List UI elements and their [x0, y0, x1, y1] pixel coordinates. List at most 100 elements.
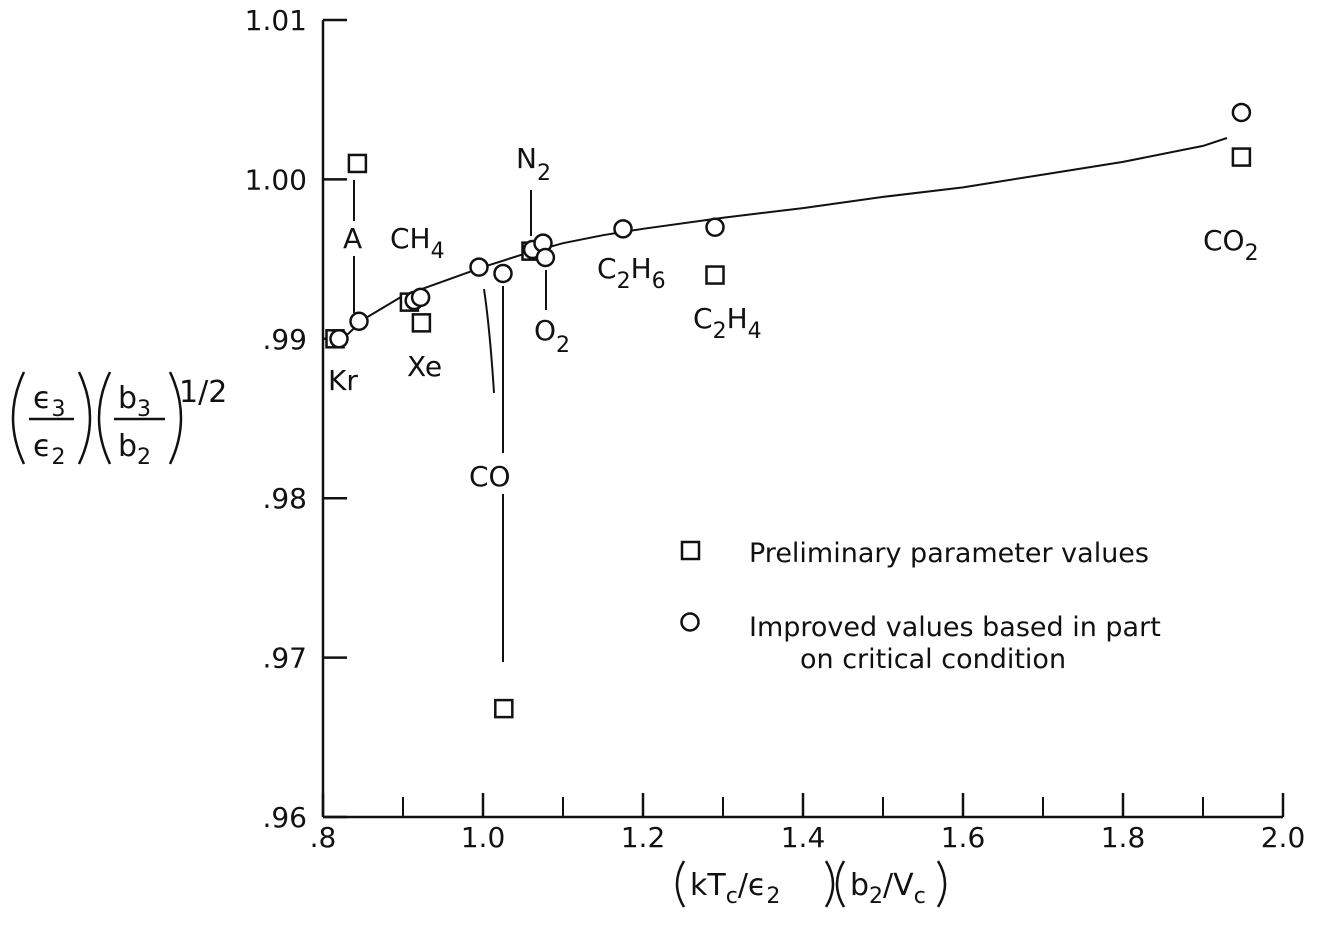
label-N2-main: N: [516, 142, 537, 175]
x-axis-label: kTc/ϵ2 b2/Vc: [675, 860, 947, 909]
circle-point-co: [493, 263, 513, 284]
xlabel-eps: ϵ: [748, 868, 766, 903]
square-point-c2h4: [705, 265, 725, 285]
xlabel-group-2: b2/Vc: [850, 868, 926, 909]
circle-point-c2h4: [705, 217, 725, 237]
ylabel-eps3-sym: ϵ: [33, 381, 51, 416]
ylabel-paren-2-left: [97, 371, 112, 465]
y-tick-label: .99: [262, 323, 307, 356]
circle-point-o2: [535, 247, 556, 268]
legend: Preliminary parameter values Improved va…: [680, 538, 1161, 675]
y-axis-label: ϵ3 ϵ2 b3 b2 1/2: [11, 371, 227, 470]
label-CO2-main: CO: [1203, 224, 1245, 257]
label-C2H4: C2H4: [693, 302, 762, 344]
circle-point-xe: [410, 287, 431, 308]
ticks: [321, 18, 1285, 819]
x-tick-label: 1.6: [941, 821, 986, 854]
ylabel-b3: b3: [118, 381, 151, 422]
x-tick-label: 1.0: [461, 821, 506, 854]
ylabel-b2-sym: b: [118, 429, 137, 464]
label-O2: O2: [534, 314, 570, 358]
circle-point-unlabeled: [469, 257, 489, 277]
ylabel-eps2-sym: ϵ: [33, 429, 51, 464]
label-CO: CO: [469, 460, 511, 493]
label-C2H4-a: C: [693, 302, 713, 335]
label-C2H6: C2H6: [597, 252, 666, 294]
xlabel-paren-1-left: [675, 860, 686, 908]
leader-lines: [353, 180, 547, 662]
y-tick-label: 1.00: [245, 163, 307, 196]
ylabel-paren-2-right: [168, 371, 183, 465]
label-C2H6-d: 6: [652, 269, 666, 294]
series-preliminary: [325, 147, 1252, 719]
square-point-xe: [411, 313, 432, 333]
x-tick-label: 2.0: [1261, 821, 1306, 854]
circle-point-co2: [1231, 102, 1252, 123]
xlabel-paren-1-right: [824, 860, 835, 908]
ylabel-b3-sym: b: [118, 381, 137, 416]
label-C2H4-c: H: [727, 302, 748, 335]
ylabel-eps2: ϵ2: [33, 429, 65, 470]
legend-circle-marker: [680, 612, 700, 632]
ylabel-eps3-sub: 3: [51, 397, 65, 422]
label-C2H4-d: 4: [748, 319, 762, 344]
leader-CO-curve: [483, 288, 495, 394]
label-O2-main: O: [534, 314, 556, 347]
legend-square-marker: [680, 540, 701, 561]
label-CH4-sub: 4: [431, 239, 445, 264]
square-point-co2: [1231, 147, 1252, 167]
xlabel-paren-2-left: [835, 860, 846, 908]
y-tick-label: .96: [262, 801, 307, 834]
label-CH4: CH4: [390, 222, 445, 264]
xlabel-kT: kT: [690, 868, 726, 903]
xlabel-V-sub: c: [914, 884, 926, 909]
ylabel-paren-1-left: [11, 371, 26, 465]
circle-point-kr: [329, 329, 349, 349]
label-Xe: Xe: [407, 350, 442, 383]
legend-circle-text-2: on critical condition: [800, 644, 1066, 675]
gas-labels: Kr A CH4 Xe CO N2 O2 C2H6 C2H4 CO2: [328, 142, 1259, 493]
square-point-a: [347, 153, 368, 174]
xlabel-paren-2-right: [936, 860, 947, 908]
label-O2-sub: 2: [556, 333, 570, 358]
label-N2: N2: [516, 142, 551, 186]
fit-curve: [342, 137, 1228, 340]
xlabel-eps-sub: 2: [766, 884, 780, 909]
label-C2H6-a: C: [597, 252, 617, 285]
label-CH4-main: CH: [390, 222, 431, 255]
x-tick-label: 1.2: [621, 821, 666, 854]
ylabel-b2: b2: [118, 429, 151, 470]
ylabel-eps3: ϵ3: [33, 381, 65, 422]
x-tick-label: .8: [310, 821, 337, 854]
xlabel-c-sub: c: [726, 884, 738, 909]
label-N2-sub: 2: [537, 161, 551, 186]
ylabel-b3-sub: 3: [137, 397, 151, 422]
xlabel-slash-2: /: [883, 868, 894, 903]
ylabel-b2-sub: 2: [137, 445, 151, 470]
label-CO2-sub: 2: [1245, 241, 1259, 266]
y-tick-label: .98: [262, 482, 307, 515]
x-tick-label: 1.4: [781, 821, 826, 854]
xlabel-group-1: kTc/ϵ2: [690, 868, 780, 909]
series-improved: [329, 102, 1252, 349]
ylabel-paren-1-right: [77, 371, 92, 465]
label-C2H6-c: H: [631, 252, 652, 285]
xlabel-V: V: [893, 868, 914, 903]
legend-circle-text-1: Improved values based in part: [749, 612, 1161, 643]
legend-square-text: Preliminary parameter values: [749, 538, 1149, 569]
label-C2H6-b: 2: [617, 269, 631, 294]
axes: [321, 20, 1283, 819]
label-C2H4-b: 2: [713, 319, 727, 344]
xlabel-b-sub: 2: [869, 884, 883, 909]
circle-point-c2h6: [613, 219, 633, 239]
xlabel-slash-1: /: [738, 868, 749, 903]
ylabel-exponent: 1/2: [179, 375, 227, 410]
ylabel-eps2-sub: 2: [51, 445, 65, 470]
y-tick-label: 1.01: [245, 4, 307, 37]
circle-point-a: [349, 311, 369, 332]
y-tick-label: .97: [262, 642, 307, 675]
label-Kr: Kr: [328, 364, 358, 397]
label-A: A: [343, 222, 362, 255]
x-tick-label: 1.8: [1101, 821, 1146, 854]
